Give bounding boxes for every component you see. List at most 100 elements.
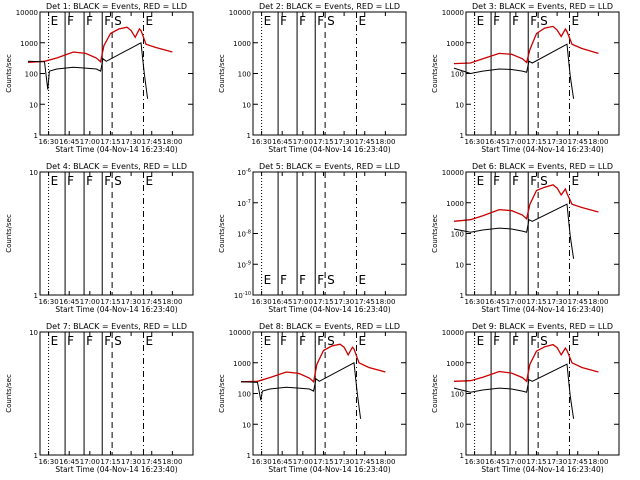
event-marker-s-5: S bbox=[114, 334, 122, 348]
y-tick-label: 10000 bbox=[442, 9, 464, 17]
event-marker-f-4: F bbox=[104, 334, 111, 348]
x-tick-label: 18:00 bbox=[588, 138, 608, 146]
event-marker-f-2: F bbox=[493, 334, 500, 348]
y-axis-label: Counts/sec bbox=[218, 54, 226, 93]
x-tick-label: 18:00 bbox=[162, 138, 182, 146]
x-tick-label: 16:30 bbox=[38, 298, 58, 306]
event-marker-f-2: F bbox=[280, 273, 287, 287]
event-marker-f-2: F bbox=[280, 334, 287, 348]
x-tick-label: 16:30 bbox=[251, 458, 271, 466]
event-marker-f-2: F bbox=[67, 174, 74, 188]
y-tick-label: 10-10 bbox=[234, 291, 251, 300]
x-tick-label: 16:30 bbox=[251, 138, 271, 146]
x-tick-label: 16:30 bbox=[464, 458, 484, 466]
x-tick-label: 17:00 bbox=[293, 458, 313, 466]
lld-series-line bbox=[453, 25, 599, 65]
y-tick-label: 10000 bbox=[442, 329, 464, 337]
event-marker-f-2: F bbox=[280, 14, 287, 28]
event-marker-s-5: S bbox=[540, 334, 548, 348]
event-marker-f-4: F bbox=[530, 174, 537, 188]
events-series-line bbox=[453, 363, 575, 419]
x-tick-label: 17:00 bbox=[506, 138, 526, 146]
y-tick-label: 1000 bbox=[446, 360, 464, 368]
panel-title: Det 3: BLACK = Events, RED = LLD bbox=[472, 2, 613, 11]
y-tick-label: 100 bbox=[25, 71, 38, 79]
x-tick-label: 17:15 bbox=[526, 458, 546, 466]
x-axis-label: Start Time (04-Nov-14 16:23:40) bbox=[268, 305, 390, 314]
x-tick-label: 17:15 bbox=[100, 298, 120, 306]
y-tick-label: 1 bbox=[247, 132, 251, 140]
x-tick-label: 17:30 bbox=[334, 138, 354, 146]
y-tick-label: 10 bbox=[29, 101, 38, 109]
events-series-line bbox=[240, 362, 362, 419]
x-tick-label: 17:30 bbox=[121, 458, 141, 466]
lld-series-line bbox=[453, 343, 599, 383]
y-tick-label: 10000 bbox=[229, 329, 251, 337]
lld-series-line bbox=[240, 343, 386, 384]
event-marker-f-2: F bbox=[67, 14, 74, 28]
x-tick-label: 16:30 bbox=[464, 138, 484, 146]
events-series-line bbox=[453, 43, 575, 99]
lld-series-line bbox=[27, 26, 173, 64]
event-marker-e-1: E bbox=[264, 334, 272, 348]
x-tick-label: 17:00 bbox=[80, 298, 100, 306]
event-marker-f-3: F bbox=[86, 14, 93, 28]
x-tick-label: 17:30 bbox=[547, 298, 567, 306]
y-tick-label: 1000 bbox=[20, 40, 38, 48]
y-tick-label: 10 bbox=[242, 421, 251, 429]
event-marker-e-1: E bbox=[264, 14, 272, 28]
y-tick-label: 1 bbox=[34, 132, 38, 140]
x-tick-label: 17:45 bbox=[142, 458, 162, 466]
event-marker-e-6: E bbox=[145, 14, 153, 28]
event-marker-e-6: E bbox=[145, 174, 153, 188]
x-tick-label: 18:00 bbox=[588, 298, 608, 306]
y-tick-label: 100 bbox=[238, 391, 251, 399]
event-marker-s-5: S bbox=[114, 174, 122, 188]
x-tick-label: 16:30 bbox=[38, 458, 58, 466]
panel-title: Det 1: BLACK = Events, RED = LLD bbox=[46, 2, 187, 11]
event-marker-e-6: E bbox=[571, 174, 579, 188]
event-marker-e-6: E bbox=[571, 334, 579, 348]
y-tick-label: 1 bbox=[460, 292, 464, 300]
y-tick-label: 10-9 bbox=[237, 260, 251, 269]
event-marker-e-6: E bbox=[571, 14, 579, 28]
y-axis-label: Counts/sec bbox=[431, 374, 439, 413]
x-tick-label: 18:00 bbox=[375, 138, 395, 146]
y-tick-label: 1000 bbox=[446, 40, 464, 48]
x-tick-label: 17:00 bbox=[506, 458, 526, 466]
x-tick-label: 17:30 bbox=[334, 458, 354, 466]
y-tick-label: 10 bbox=[455, 421, 464, 429]
y-axis-label: Counts/sec bbox=[5, 214, 13, 253]
x-tick-label: 17:45 bbox=[355, 298, 375, 306]
x-tick-label: 17:15 bbox=[100, 138, 120, 146]
event-marker-f-3: F bbox=[512, 334, 519, 348]
x-axis-label: Start Time (04-Nov-14 16:23:40) bbox=[481, 145, 603, 154]
events-series-line bbox=[27, 42, 149, 99]
x-tick-label: 17:15 bbox=[313, 298, 333, 306]
panel-title: Det 7: BLACK = Events, RED = LLD bbox=[46, 322, 187, 331]
x-tick-label: 16:30 bbox=[38, 138, 58, 146]
y-tick-label: 10 bbox=[242, 101, 251, 109]
x-tick-label: 17:30 bbox=[547, 458, 567, 466]
event-marker-f-2: F bbox=[67, 334, 74, 348]
panel-title: Det 9: BLACK = Events, RED = LLD bbox=[472, 322, 613, 331]
x-tick-label: 16:30 bbox=[464, 298, 484, 306]
x-tick-label: 17:45 bbox=[355, 138, 375, 146]
event-marker-f-4: F bbox=[104, 174, 111, 188]
y-tick-label: 10 bbox=[455, 261, 464, 269]
y-axis-label: Counts/sec bbox=[431, 214, 439, 253]
x-tick-label: 17:00 bbox=[506, 298, 526, 306]
y-tick-label: 1 bbox=[460, 132, 464, 140]
x-axis-label: Start Time (04-Nov-14 16:23:40) bbox=[481, 465, 603, 474]
y-axis-label: Counts/sec bbox=[218, 374, 226, 413]
y-axis-label: Counts/sec bbox=[5, 374, 13, 413]
event-marker-f-2: F bbox=[493, 174, 500, 188]
event-marker-e-1: E bbox=[477, 14, 485, 28]
y-tick-label: 1000 bbox=[446, 200, 464, 208]
